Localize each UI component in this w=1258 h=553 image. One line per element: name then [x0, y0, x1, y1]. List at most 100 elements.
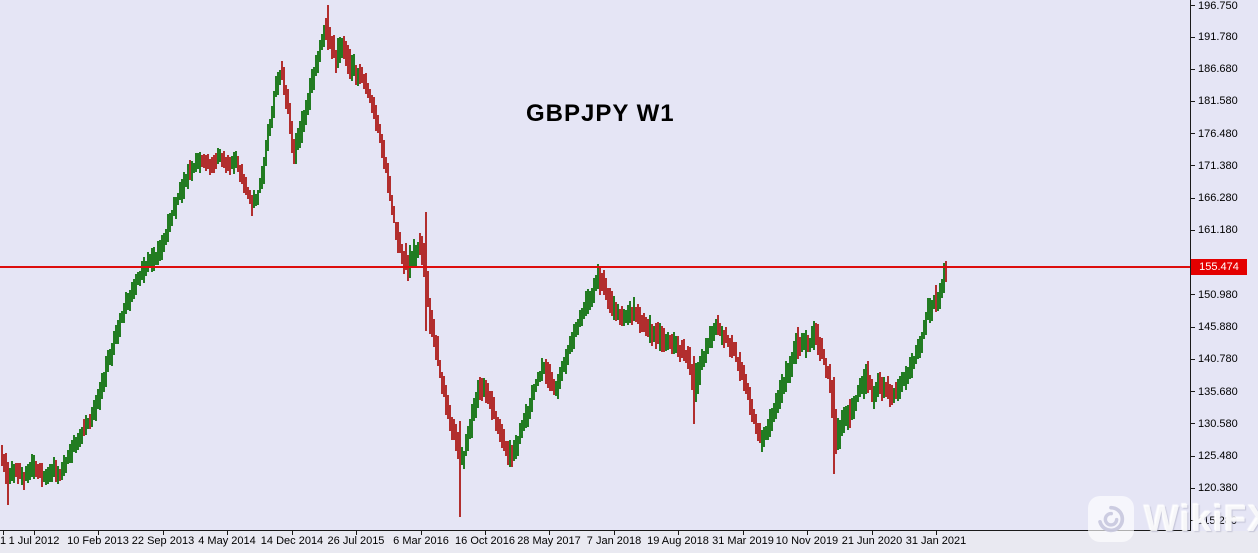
price-bar: [629, 301, 631, 324]
price-bar: [659, 323, 661, 351]
price-bar: [729, 337, 731, 358]
price-bar: [491, 391, 493, 420]
price-bar: [765, 425, 767, 440]
price-bar: [473, 397, 475, 421]
price-bar: [931, 299, 933, 321]
price-bar: [391, 195, 393, 215]
price-bar: [505, 440, 507, 457]
price-bar: [935, 285, 937, 313]
price-bar: [27, 464, 29, 483]
price-bar: [375, 104, 377, 131]
price-bar: [25, 466, 27, 481]
price-bar: [615, 302, 617, 321]
price-bar: [231, 155, 233, 169]
price-bar: [901, 372, 903, 392]
price-bar: [755, 413, 757, 435]
price-bar: [539, 370, 541, 382]
date-tick-label: 10 Nov 2019: [775, 535, 839, 547]
price-bar: [177, 192, 179, 205]
price-bar: [19, 463, 21, 479]
price-bar: [75, 437, 77, 454]
price-bar: [751, 398, 753, 423]
price-bar: [97, 388, 99, 409]
price-bar: [99, 381, 101, 411]
price-bar: [229, 156, 231, 175]
price-bar: [625, 310, 627, 323]
date-tick-mark: [807, 531, 808, 535]
price-bar: [401, 243, 403, 265]
price-bar: [587, 289, 589, 314]
price-bar: [515, 435, 517, 459]
price-bar: [827, 366, 829, 380]
price-bar: [163, 233, 165, 253]
price-bar: [807, 334, 809, 352]
price-bar: [47, 466, 49, 484]
price-bar: [103, 371, 105, 393]
price-bar: [173, 197, 175, 217]
price-bar: [335, 50, 337, 74]
price-bar: [841, 409, 843, 436]
price-bar: [699, 355, 701, 386]
price-bar: [775, 393, 777, 420]
price-tick-mark: [1190, 68, 1195, 70]
price-bar: [259, 177, 261, 193]
price-bar: [899, 376, 901, 399]
price-bar: [117, 320, 119, 344]
price-bar: [519, 422, 521, 445]
price-bar: [197, 153, 199, 170]
price-bar: [787, 363, 789, 384]
price-bar: [49, 463, 51, 482]
price-bar: [919, 336, 921, 358]
price-bar: [571, 331, 573, 352]
price-bar: [325, 17, 327, 41]
chart-plot-area[interactable]: GBPJPY W1: [0, 0, 1190, 530]
price-bar: [645, 317, 647, 337]
price-bar: [631, 307, 633, 326]
price-bar: [275, 75, 277, 97]
price-bar: [243, 174, 245, 193]
price-tick-mark: [1190, 358, 1195, 360]
price-bar: [201, 154, 203, 168]
price-bar: [239, 164, 241, 183]
price-bar: [451, 417, 453, 440]
price-bar: [651, 324, 653, 346]
price-bar: [423, 243, 425, 278]
price-bar: [135, 273, 137, 296]
price-bar: [805, 330, 807, 358]
current-price-line: [0, 265, 1190, 268]
price-bar: [591, 288, 593, 308]
date-tick-label: 10 Feb 2013: [67, 535, 129, 547]
price-bar: [471, 403, 473, 438]
price-bar: [233, 152, 235, 174]
price-bar: [195, 153, 197, 173]
price-bar: [299, 120, 301, 148]
price-bar: [795, 332, 797, 365]
price-axis-border-line: [1190, 0, 1191, 531]
price-bar: [603, 270, 605, 296]
price-bar: [561, 361, 563, 382]
price-tick-label: 135.680: [1198, 385, 1238, 398]
date-tick-mark: [614, 531, 615, 535]
price-bar: [237, 155, 239, 172]
price-bar: [687, 346, 689, 370]
price-bar: [675, 335, 677, 353]
price-bar: [905, 365, 907, 390]
price-bar: [439, 359, 441, 379]
price-bar: [249, 189, 251, 204]
price-bar: [291, 120, 293, 154]
price-bar: [407, 254, 409, 281]
price-bar: [165, 228, 167, 246]
price-axis[interactable]: 196.750 191.780 186.680 181.580 176.480 171.3…: [1190, 0, 1258, 531]
price-bar: [513, 440, 515, 462]
price-bar: [543, 361, 545, 374]
price-tick-mark: [1190, 294, 1195, 296]
price-tick-mark: [1190, 133, 1195, 135]
price-bar: [347, 44, 349, 74]
price-bar: [69, 443, 71, 464]
price-bar: [859, 378, 861, 397]
price-bar: [427, 271, 429, 307]
price-bar: [213, 155, 215, 173]
price-bar: [621, 306, 623, 326]
